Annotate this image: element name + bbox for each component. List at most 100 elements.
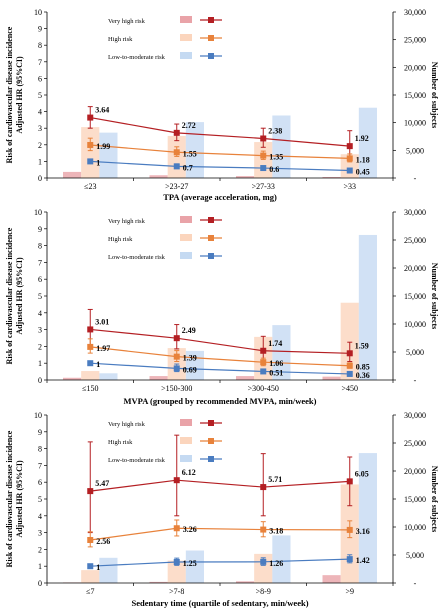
y-tick-label: 6 xyxy=(38,275,42,284)
x-axis-title: TPA (average acceleration, mg) xyxy=(163,192,277,202)
bar-high-risk xyxy=(81,570,100,583)
data-label-high-risk: 3.18 xyxy=(269,527,283,536)
bar-high-risk xyxy=(167,560,186,583)
x-tick-label: >7-8 xyxy=(169,587,184,596)
y-tick-label: 9 xyxy=(38,25,42,34)
y2-tick-label: 15,000 xyxy=(404,495,426,504)
y2-axis-title: Number of subjects xyxy=(430,263,439,330)
y-tick-label: 3 xyxy=(38,529,42,538)
data-label-high-risk: 2.56 xyxy=(96,537,110,546)
point-very-high-risk xyxy=(346,478,353,485)
data-label-high-risk: 1.99 xyxy=(96,142,110,151)
legend-bar-swatch-very-high-risk xyxy=(180,16,192,23)
y2-tick-label: - xyxy=(414,376,417,385)
data-label-very-high-risk: 2.72 xyxy=(182,121,196,130)
legend-marker-high-risk xyxy=(208,235,214,241)
point-very-high-risk xyxy=(173,335,180,342)
bar-low-to-moderate-risk xyxy=(99,132,118,178)
data-label-low-to-moderate-risk: 0.6 xyxy=(269,165,279,174)
bar-high-risk xyxy=(340,302,359,380)
bar-very-high-risk xyxy=(149,175,168,178)
chart-panel-1: 0 1 2 3 4 5 6 7 8 9 10 - 5,000 10,000 15,000 20,000 25,0… xyxy=(5,8,439,202)
y2-tick-label: 5,000 xyxy=(406,146,424,155)
y2-tick-label: 20,000 xyxy=(404,467,426,476)
x-axis-title: Sedentary time (quartile of sedentary, m… xyxy=(131,598,308,608)
y-tick-label: 4 xyxy=(38,512,42,521)
point-very-high-risk xyxy=(260,135,267,142)
y-tick-label: 2 xyxy=(38,545,42,554)
y2-tick-label: 10,000 xyxy=(404,523,426,532)
legend-bar-swatch-very-high-risk xyxy=(180,216,192,223)
point-very-high-risk xyxy=(87,488,94,495)
point-high-risk xyxy=(87,141,94,148)
bar-very-high-risk xyxy=(149,376,168,380)
bar-low-to-moderate-risk xyxy=(99,557,118,583)
y-tick-label: 2 xyxy=(38,342,42,351)
data-label-high-risk: 1.06 xyxy=(269,359,283,368)
y2-tick-label: 5,000 xyxy=(406,348,424,357)
point-low-to-moderate-risk xyxy=(346,556,353,563)
point-high-risk xyxy=(87,343,94,350)
bar-high-risk xyxy=(81,127,100,178)
legend-bar-swatch-low-to-moderate-risk xyxy=(180,52,192,59)
point-low-to-moderate-risk xyxy=(87,563,94,570)
legend-label-very-high-risk: Very high risk xyxy=(108,18,146,25)
data-label-very-high-risk: 1.92 xyxy=(355,134,369,143)
line-low-to-moderate-risk xyxy=(90,558,350,567)
point-high-risk xyxy=(173,525,180,532)
line-high-risk xyxy=(90,144,350,160)
point-very-high-risk xyxy=(173,477,180,484)
y2-tick-label: 30,000 xyxy=(404,8,426,17)
data-label-very-high-risk: 1.59 xyxy=(355,341,369,350)
y-tick-label: 1 xyxy=(38,359,42,368)
legend-label-low-to-moderate-risk: Low-to-moderate risk xyxy=(108,457,166,464)
point-high-risk xyxy=(87,536,94,543)
legend-label-high-risk: High risk xyxy=(108,439,133,446)
data-label-very-high-risk: 6.12 xyxy=(182,468,196,477)
line-high-risk xyxy=(90,527,350,541)
y-tick-label: 9 xyxy=(38,428,42,437)
point-low-to-moderate-risk xyxy=(346,370,353,377)
y-axis-title: Risk of cardiovascular disease incidence xyxy=(5,430,14,567)
legend-label-low-to-moderate-risk: Low-to-moderate risk xyxy=(108,54,166,61)
point-very-high-risk xyxy=(346,350,353,357)
point-high-risk xyxy=(346,526,353,533)
legend-label-low-to-moderate-risk: Low-to-moderate risk xyxy=(108,254,166,261)
legend-marker-low-to-moderate-risk xyxy=(208,456,214,462)
y-tick-label: 9 xyxy=(38,225,42,234)
legend-marker-low-to-moderate-risk xyxy=(208,253,214,259)
legend-bar-swatch-low-to-moderate-risk xyxy=(180,252,192,259)
line-high-risk xyxy=(90,346,350,367)
y-axis-title: Adjusted HR (95%CI) xyxy=(15,56,24,134)
point-high-risk xyxy=(173,353,180,360)
x-tick-label: >23-27 xyxy=(165,182,188,191)
legend-label-very-high-risk: Very high risk xyxy=(108,421,146,428)
y-tick-label: 5 xyxy=(38,91,42,100)
y-axis-title: Risk of cardiovascular disease incidence xyxy=(5,26,14,163)
chart-panel-2: 0 1 2 3 4 5 6 7 8 9 10 - 5,000 10,000 15,000 20,000 25,0… xyxy=(5,208,439,406)
line-very-high-risk xyxy=(90,479,350,492)
line-low-to-moderate-risk xyxy=(90,362,350,375)
y-tick-label: 6 xyxy=(38,74,42,83)
y2-tick-label: 10,000 xyxy=(404,119,426,128)
y2-tick-label: 25,000 xyxy=(404,236,426,245)
y2-tick-label: - xyxy=(414,579,417,588)
data-label-very-high-risk: 5.71 xyxy=(268,475,282,484)
bar-high-risk xyxy=(167,135,186,178)
legend-bar-swatch-very-high-risk xyxy=(180,419,192,426)
line-very-high-risk xyxy=(90,116,350,147)
data-label-very-high-risk: 1.74 xyxy=(268,339,282,348)
x-tick-label: ≤23 xyxy=(84,182,96,191)
bar-low-to-moderate-risk xyxy=(185,122,204,178)
y-tick-label: 8 xyxy=(38,41,42,50)
x-tick-label: >150-300 xyxy=(161,384,192,393)
legend-marker-high-risk xyxy=(208,35,214,41)
y-tick-label: 4 xyxy=(38,309,42,318)
data-label-high-risk: 1.39 xyxy=(183,354,197,363)
x-axis-title: MVPA (grouped by recommended MVPA, min/w… xyxy=(124,396,317,406)
legend-label-high-risk: High risk xyxy=(108,236,133,243)
y2-axis-title: Number of subjects xyxy=(430,466,439,533)
legend-bar-swatch-high-risk xyxy=(180,34,192,41)
bar-high-risk xyxy=(340,154,359,178)
data-label-low-to-moderate-risk: 1 xyxy=(96,158,100,167)
